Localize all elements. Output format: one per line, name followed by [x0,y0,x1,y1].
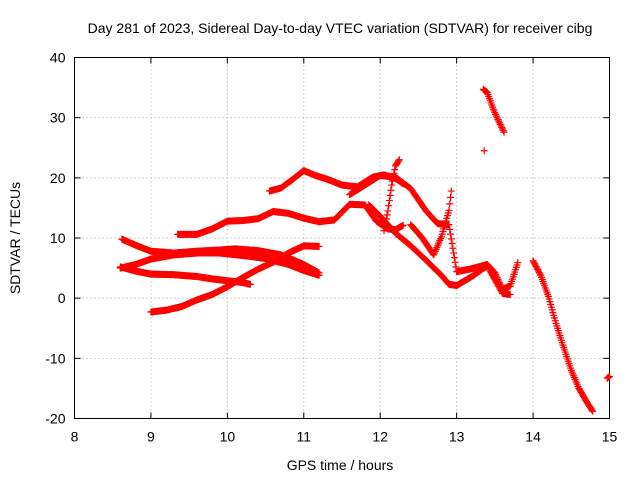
data-point [492,112,500,120]
series-arc14 [603,372,613,382]
data-point [506,291,514,299]
data-point [389,173,397,181]
data-point [514,259,522,267]
x-tick-label: 12 [372,429,388,445]
data-point [450,254,458,262]
series-arc4 [147,242,323,316]
series-arc3 [116,249,323,279]
data-point [447,193,455,201]
data-point [491,109,499,117]
data-point [489,105,497,113]
data-point [480,147,488,155]
data-point [446,225,454,233]
data-point [382,219,390,227]
data-point [384,207,392,215]
data-point [388,177,396,185]
data-point [246,280,254,288]
data-point [495,117,503,125]
series-arc11 [479,85,508,136]
y-tick-label: 0 [58,290,66,306]
data-point [536,270,544,278]
data-point [445,221,453,229]
data-point [395,156,403,164]
data-point [490,107,498,115]
data-point [451,258,459,266]
x-tick-label: 10 [220,429,236,445]
data-point [449,244,457,252]
x-tick-label: 14 [525,429,541,445]
plot-frame [74,57,610,419]
data-point [447,187,455,195]
data-point [448,240,456,248]
y-tick-label: 40 [50,50,66,66]
y-tick-label: -20 [45,411,65,427]
x-axis-label: GPS time / hours [287,457,394,473]
data-point [381,223,389,231]
data-point [386,191,394,199]
x-tick-label: 8 [71,429,79,445]
data-point [383,211,391,219]
chart-title: Day 281 of 2023, Sidereal Day-to-day VTE… [88,20,593,36]
series-arc6 [265,167,407,195]
y-axis-label: SDTVAR / TECUs [7,182,23,294]
x-tick-label: 15 [602,429,618,445]
data-point [498,123,506,131]
data-point [497,122,505,130]
x-tick-label: 9 [147,429,155,445]
data-point [589,407,597,415]
data-point [606,372,613,380]
data-point [493,114,501,122]
data-point [385,202,393,210]
data-point [315,242,323,250]
data-point [391,166,399,174]
data-point [446,200,454,208]
data-point [388,181,396,189]
y-tick-label: 30 [50,110,66,126]
series-arc13 [529,257,597,415]
y-tick-label: -10 [45,350,65,366]
data-point [380,227,388,235]
data-point [450,249,458,257]
data-point [605,373,613,381]
data-point [445,206,453,214]
data-point [385,197,393,205]
data-point [496,120,504,128]
data-point [494,116,502,124]
data-point [604,374,612,382]
data-point [390,170,398,178]
data-point [447,230,455,238]
data-point [495,119,503,127]
data-point [387,186,395,194]
grid [74,57,610,419]
y-tick-label: 20 [50,170,66,186]
data-points [116,85,613,415]
y-tick-label: 10 [50,230,66,246]
data-point [588,406,596,414]
data-point [452,263,460,271]
data-point [395,157,403,165]
x-tick-label: 11 [297,429,312,445]
series-arc8 [365,201,514,299]
series-arc12 [480,147,488,155]
series-arc9 [380,156,403,235]
data-point [492,110,500,118]
data-point [382,215,390,223]
data-point [447,235,455,243]
series-arc1 [116,263,254,288]
data-point [315,271,323,279]
series-arc10 [407,187,455,259]
data-point [499,125,506,133]
tick-labels: 8 9 10 11 12 13 14 15 -20 -10 0 10 20 30 40 [45,50,617,445]
x-tick-label: 13 [449,429,465,445]
data-point [500,128,508,136]
data-point [399,221,407,229]
data-point [499,127,507,135]
